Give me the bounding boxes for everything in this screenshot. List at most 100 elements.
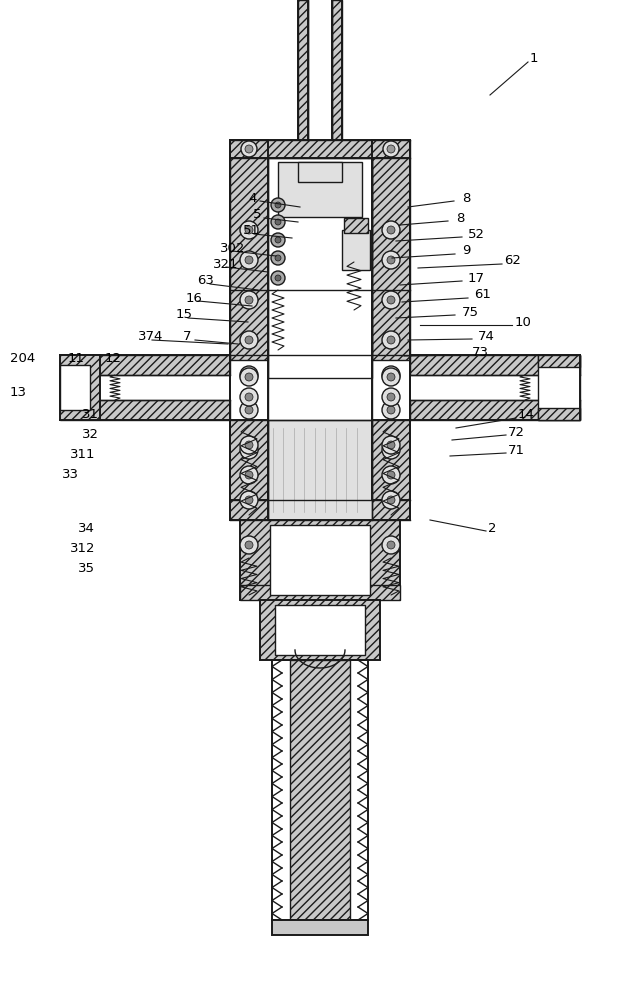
- Circle shape: [387, 373, 395, 381]
- Text: 9: 9: [462, 244, 470, 257]
- Circle shape: [240, 388, 258, 406]
- Text: 4: 4: [248, 192, 257, 205]
- Text: 31: 31: [82, 408, 99, 422]
- Text: 72: 72: [508, 426, 525, 438]
- Text: 15: 15: [176, 308, 193, 322]
- Circle shape: [387, 226, 395, 234]
- Circle shape: [275, 255, 281, 261]
- Text: 32: 32: [82, 428, 99, 442]
- Text: 63: 63: [197, 274, 214, 288]
- Circle shape: [245, 496, 253, 504]
- Circle shape: [387, 393, 395, 401]
- Text: 75: 75: [462, 306, 479, 318]
- Text: 321: 321: [213, 257, 239, 270]
- Bar: [538, 408, 580, 420]
- Circle shape: [245, 256, 253, 264]
- Bar: [230, 140, 268, 360]
- Circle shape: [382, 536, 400, 554]
- Text: 61: 61: [474, 288, 491, 302]
- Circle shape: [240, 436, 258, 454]
- Circle shape: [382, 491, 400, 509]
- Bar: [372, 140, 410, 500]
- Circle shape: [275, 237, 281, 243]
- Text: 52: 52: [468, 228, 485, 240]
- Text: 312: 312: [70, 542, 95, 554]
- Text: 12: 12: [105, 352, 122, 364]
- Text: 374: 374: [138, 330, 163, 344]
- Circle shape: [245, 226, 253, 234]
- Circle shape: [240, 401, 258, 419]
- Bar: [268, 158, 372, 378]
- Text: 51: 51: [243, 225, 260, 237]
- Circle shape: [241, 141, 257, 157]
- Bar: [272, 920, 368, 935]
- Circle shape: [240, 441, 258, 459]
- Text: 5: 5: [253, 209, 262, 222]
- Bar: [372, 140, 410, 360]
- Circle shape: [275, 275, 281, 281]
- Circle shape: [245, 441, 253, 449]
- Circle shape: [240, 368, 258, 386]
- Bar: [342, 230, 370, 270]
- Circle shape: [382, 221, 400, 239]
- Circle shape: [240, 466, 258, 484]
- Circle shape: [245, 406, 253, 414]
- Circle shape: [240, 536, 258, 554]
- Circle shape: [387, 496, 395, 504]
- Circle shape: [275, 219, 281, 225]
- Text: 1: 1: [530, 51, 538, 64]
- Circle shape: [387, 145, 395, 153]
- Bar: [260, 600, 380, 660]
- Text: 302: 302: [220, 241, 245, 254]
- Circle shape: [240, 366, 258, 384]
- Circle shape: [245, 471, 253, 479]
- Text: 10: 10: [515, 316, 532, 328]
- Circle shape: [240, 221, 258, 239]
- Circle shape: [245, 296, 253, 304]
- Circle shape: [382, 466, 400, 484]
- Bar: [538, 355, 580, 367]
- Circle shape: [240, 291, 258, 309]
- Text: 17: 17: [468, 271, 485, 284]
- Bar: [270, 525, 370, 595]
- Circle shape: [387, 336, 395, 344]
- Circle shape: [245, 446, 253, 454]
- Circle shape: [271, 251, 285, 265]
- Bar: [275, 605, 365, 655]
- Circle shape: [387, 441, 395, 449]
- Circle shape: [387, 371, 395, 379]
- Circle shape: [382, 331, 400, 349]
- Circle shape: [387, 471, 395, 479]
- Circle shape: [245, 393, 253, 401]
- Circle shape: [245, 541, 253, 549]
- Text: 8: 8: [462, 192, 470, 205]
- Text: 73: 73: [472, 346, 489, 359]
- Circle shape: [387, 296, 395, 304]
- Bar: [230, 140, 268, 500]
- Circle shape: [240, 251, 258, 269]
- Bar: [290, 660, 350, 920]
- Circle shape: [382, 251, 400, 269]
- Circle shape: [387, 541, 395, 549]
- Text: 11: 11: [68, 352, 85, 364]
- Bar: [538, 355, 580, 420]
- Text: 62: 62: [504, 254, 521, 267]
- Circle shape: [240, 491, 258, 509]
- Circle shape: [245, 371, 253, 379]
- Circle shape: [383, 141, 399, 157]
- Circle shape: [240, 331, 258, 349]
- Bar: [240, 520, 400, 600]
- Bar: [332, 0, 342, 140]
- Text: 8: 8: [456, 212, 465, 225]
- Text: 34: 34: [78, 522, 95, 534]
- Text: 16: 16: [186, 292, 203, 304]
- Bar: [372, 420, 410, 520]
- Circle shape: [382, 436, 400, 454]
- Text: 2: 2: [488, 522, 497, 534]
- Text: 71: 71: [508, 444, 525, 456]
- Text: 35: 35: [78, 562, 95, 574]
- Circle shape: [382, 366, 400, 384]
- Circle shape: [271, 271, 285, 285]
- Text: 311: 311: [70, 448, 95, 462]
- Bar: [230, 140, 410, 158]
